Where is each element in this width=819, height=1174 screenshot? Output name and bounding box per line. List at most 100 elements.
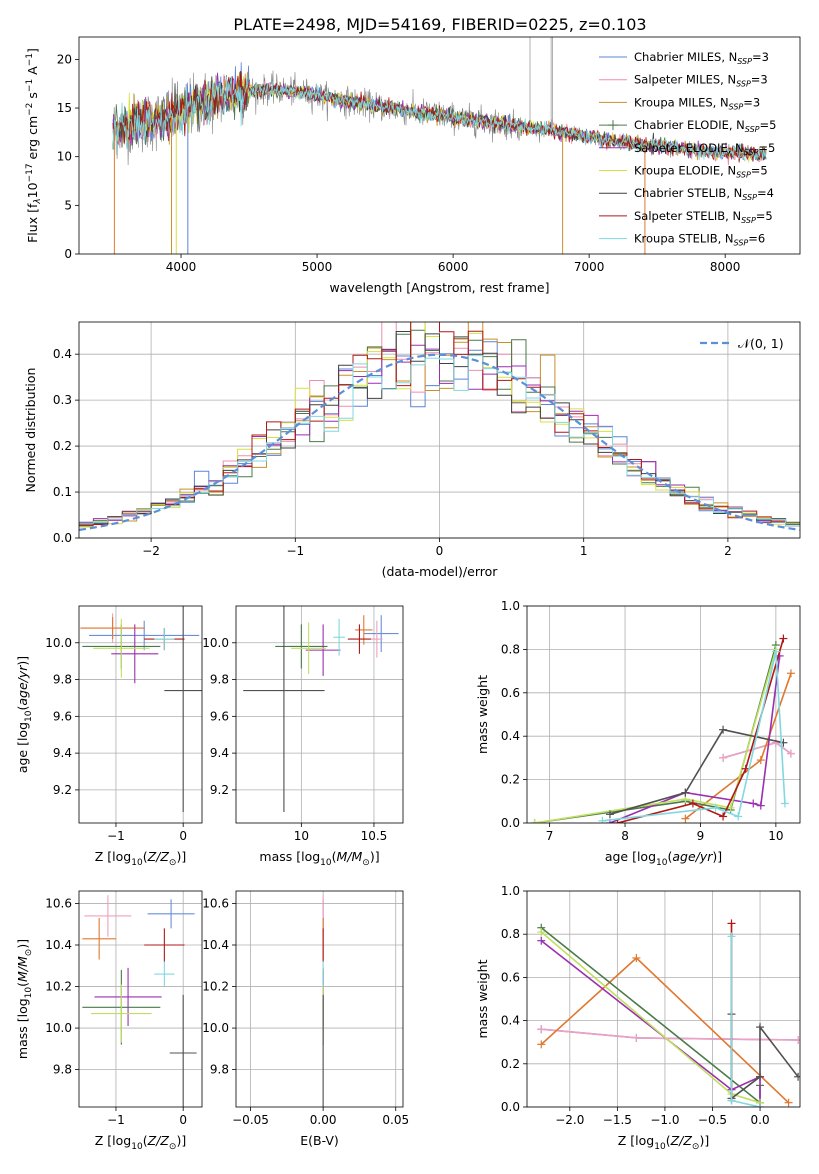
x-axis-label-text: Z [log (95, 849, 131, 864)
axis-group: −2 −1 0 1 2 0.0 0.1 0.2 0.3 0.4 𝒩(0, 1) (data-model… (23, 321, 801, 579)
y-axis-label-text: mass weight (475, 959, 490, 1038)
x-tick-label: −2.0 (555, 1113, 584, 1127)
label-part: )] (712, 849, 722, 864)
legend-sub: SSP (745, 125, 760, 134)
x-tick-label: 2 (724, 544, 732, 558)
label-part: λ (33, 198, 43, 204)
x-tick-label: 10 (294, 829, 309, 843)
label-part: 10 (654, 1142, 666, 1152)
y-tick-label: 0.4 (501, 729, 520, 743)
y-tick-label: 10.6 (45, 896, 72, 910)
label-part: )] (15, 939, 30, 949)
y-tick-label: 1.0 (501, 599, 520, 613)
label-part: erg cm (25, 116, 40, 164)
x-tick-label: 8 (621, 829, 629, 843)
axes-frame (78, 605, 203, 824)
legend-nssp: =3 (751, 73, 768, 87)
label-part: 10 (656, 858, 668, 868)
residual-histogram-9 (79, 355, 800, 527)
legend-nssp: =3 (743, 95, 760, 109)
y-tick-label: 0.8 (501, 642, 520, 656)
axis-group: 4000 5000 6000 7000 8000 0 5 10 15 20 Chabrier MIL… (25, 36, 801, 295)
x-tick-label: 4000 (166, 260, 197, 274)
y-tick-label: 9.4 (53, 746, 72, 760)
errorbar-point-7 (164, 606, 202, 812)
y-axis-label: mass weight (475, 675, 490, 754)
y-tick-label: 9.2 (53, 783, 72, 797)
legend-nssp: =4 (757, 186, 774, 200)
x-tick-label: −1.5 (603, 1113, 632, 1127)
x-axis-label-text: wavelength [Angstrom, rest frame] (329, 280, 549, 295)
y-tick-label: 9.6 (210, 709, 229, 723)
figure-title: PLATE=2498, MJD=54169, FIBERID=0225, z=0… (233, 15, 646, 34)
y-tick-label: 10.4 (202, 938, 229, 952)
errorbar-point-9 (154, 961, 175, 987)
errorbar-point-6 (291, 622, 327, 675)
label-part: )] (15, 656, 30, 666)
y-tick-label: 10.0 (45, 636, 72, 650)
x-axis-label: age [log10(age/yr)] (605, 849, 722, 868)
label-part: M/M (337, 849, 363, 864)
x-tick-label: 10.5 (361, 829, 388, 843)
residuals-panel: −2 −1 0 1 2 0.0 0.1 0.2 0.3 0.4 𝒩(0, 1) (data-model… (23, 321, 801, 579)
plot-area (537, 919, 800, 1107)
label-part: ] (25, 48, 40, 53)
legend-sub: SSP (734, 239, 749, 248)
label-part: ( (15, 706, 30, 711)
x-tick-label: 7 (546, 829, 554, 843)
errorbar-point-3 (355, 615, 373, 645)
plot-area (530, 634, 795, 823)
label-part: ( (15, 982, 30, 987)
legend-entry: Kroupa MILES, NSSP=3 (634, 95, 760, 111)
y-axis-label: age [log10(age/yr)] (15, 656, 34, 773)
x-axis-label-text: age [log (605, 849, 656, 864)
errorbar-point-5 (111, 624, 159, 684)
label-part: Z/Z (147, 849, 170, 864)
x-tick-label: 0 (436, 544, 444, 558)
weight-series-9 (598, 647, 789, 823)
label-part: age/yr (672, 849, 713, 864)
y-tick-label: 10.2 (45, 980, 72, 994)
y-tick-label: 9.8 (210, 673, 229, 687)
label-part: ⊙ (169, 858, 177, 868)
legend-label: Kroupa MILES, N (634, 95, 729, 109)
y-tick-label: 10.0 (202, 1021, 229, 1035)
y-tick-label: 0 (64, 247, 72, 261)
errorbar-point-6 (93, 618, 150, 678)
label-part: ⊙ (692, 1142, 700, 1152)
weight-series-2 (537, 1025, 800, 1045)
label-part: ( (143, 1133, 148, 1148)
y-tick-label: 9.8 (53, 673, 72, 687)
plot-area (243, 606, 399, 812)
label-part: )] (370, 849, 380, 864)
label-part: ⊙ (362, 858, 370, 868)
axis-group: −0.05 0.00 0.05 9.8 10.0 10.2 10.4 10.6 E(B-V) (202, 890, 409, 1148)
y-axis-label: mass [log10(M/M⊙)] (15, 939, 34, 1059)
errorbar-point-3 (82, 918, 116, 960)
x-axis-label: Z [log10(Z/Z⊙)] (618, 1133, 709, 1152)
axes-frame (526, 605, 801, 824)
legend-nssp: =5 (751, 164, 768, 178)
y-tick-label: 0.4 (53, 347, 72, 361)
y-axis-label-text: Normed distribution (23, 368, 38, 493)
weight-series-4 (537, 923, 765, 1107)
x-tick-label: 0 (179, 829, 187, 843)
legend-label: Chabrier MILES, N (634, 50, 737, 64)
legend-entry: Salpeter STELIB, NSSP=5 (634, 209, 773, 225)
errorbar-point-7 (169, 994, 197, 1107)
legend-entry: Kroupa ELODIE, NSSP=5 (634, 164, 768, 180)
axes-frame (78, 36, 801, 255)
legend-label: Kroupa ELODIE, N (634, 164, 736, 178)
label-part: 10 (131, 858, 143, 868)
x-tick-label: 10 (768, 829, 783, 843)
x-tick-label: 0 (179, 1113, 187, 1127)
legend: 𝒩(0, 1) (700, 336, 784, 351)
plot-area (79, 322, 800, 531)
x-axis-label: wavelength [Angstrom, rest frame] (329, 280, 549, 295)
label-part: age/yr (15, 665, 30, 706)
label-part: −2 (25, 103, 35, 116)
label-part: −1 (25, 53, 35, 66)
y-tick-label: 10.4 (45, 938, 72, 952)
